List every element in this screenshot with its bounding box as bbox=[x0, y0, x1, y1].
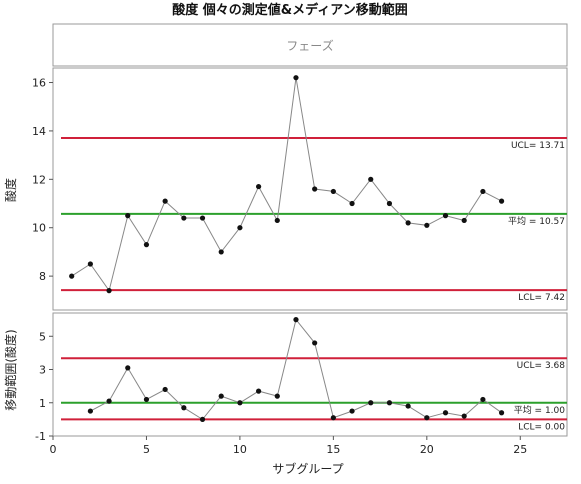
x-tick-label: 20 bbox=[420, 443, 434, 456]
moving-range-y-tick-label: 5 bbox=[39, 330, 46, 343]
moving-range-y-tick-label: 1 bbox=[39, 397, 46, 410]
individuals-data-point bbox=[218, 249, 224, 255]
moving-range-data-point bbox=[498, 410, 505, 416]
individuals-data-point bbox=[312, 186, 318, 192]
moving-range-data-point bbox=[424, 415, 430, 421]
individuals-series-line bbox=[71, 77, 502, 292]
moving-range-data-point bbox=[349, 408, 355, 414]
moving-range-data-point bbox=[312, 340, 318, 346]
individuals-y-tick-label: 8 bbox=[39, 270, 46, 283]
x-tick-label: 10 bbox=[233, 443, 247, 456]
moving-range-limit-label: LCL= 0.00 bbox=[518, 422, 565, 432]
moving-range-plot-frame bbox=[52, 312, 568, 437]
moving-range-data-point bbox=[143, 396, 150, 403]
moving-range-data-point bbox=[330, 415, 336, 421]
moving-range-data-point bbox=[237, 400, 243, 406]
moving-range-data-point bbox=[87, 408, 93, 414]
moving-range-data-point bbox=[480, 396, 486, 403]
moving-range-y-axis-title: 移動範囲(酸度) bbox=[3, 329, 18, 410]
individuals-data-point bbox=[181, 215, 187, 221]
x-tick-label: 15 bbox=[326, 443, 340, 456]
individuals-limit-label: UCL= 13.71 bbox=[511, 141, 565, 151]
individuals-data-point bbox=[274, 217, 280, 224]
moving-range-data-point bbox=[256, 388, 262, 394]
individuals-data-point bbox=[143, 242, 150, 248]
moving-range-data-point bbox=[125, 365, 131, 371]
phase-header bbox=[52, 23, 568, 67]
moving-range-data-point bbox=[442, 410, 449, 416]
individuals-data-point bbox=[237, 225, 243, 231]
individuals-data-point bbox=[69, 273, 75, 279]
individuals-y-tick-label: 16 bbox=[32, 77, 46, 90]
moving-range-data-point bbox=[405, 403, 411, 409]
individuals-data-point bbox=[480, 188, 486, 195]
individuals-data-point bbox=[368, 176, 374, 182]
individuals-data-point bbox=[125, 213, 131, 219]
individuals-limit-label: 平均 = 10.57 bbox=[508, 215, 565, 227]
moving-range-data-point bbox=[368, 400, 374, 406]
individuals-data-point bbox=[405, 220, 411, 226]
x-axis-title: サブグループ bbox=[272, 461, 343, 476]
individuals-data-point bbox=[106, 288, 112, 294]
moving-range-data-point bbox=[106, 398, 112, 404]
moving-range-data-point bbox=[386, 400, 393, 406]
moving-range-data-point bbox=[293, 317, 299, 323]
moving-range-data-point bbox=[461, 413, 467, 419]
moving-range-data-point bbox=[199, 416, 206, 422]
moving-range-data-point bbox=[181, 405, 187, 411]
moving-range-limit-label: UCL= 3.68 bbox=[517, 361, 566, 371]
individuals-limit-label: LCL= 7.42 bbox=[518, 293, 565, 303]
individuals-plot-frame bbox=[52, 67, 568, 311]
individuals-data-point bbox=[424, 222, 430, 228]
individuals-data-point bbox=[162, 198, 168, 204]
individuals-data-point bbox=[199, 215, 206, 221]
individuals-y-tick-label: 10 bbox=[32, 222, 46, 235]
moving-range-data-point bbox=[274, 393, 280, 399]
individuals-y-tick-label: 12 bbox=[32, 173, 46, 186]
phase-header-label: フェーズ bbox=[286, 38, 333, 53]
individuals-data-point bbox=[498, 198, 505, 204]
individuals-data-point bbox=[461, 217, 467, 224]
individuals-data-point bbox=[330, 188, 336, 195]
moving-range-y-tick-label: -1 bbox=[35, 430, 46, 443]
individuals-data-point bbox=[349, 200, 355, 207]
individuals-data-point bbox=[442, 213, 449, 219]
chart-title: 酸度 個々の測定値&メディアン移動範囲 bbox=[172, 2, 407, 18]
x-tick-label: 25 bbox=[513, 443, 527, 456]
moving-range-data-point bbox=[218, 393, 224, 399]
moving-range-data-point bbox=[162, 386, 168, 393]
moving-range-y-tick-label: 3 bbox=[39, 364, 46, 377]
individuals-data-point bbox=[293, 75, 299, 81]
individuals-y-axis-title: 酸度 bbox=[3, 178, 18, 202]
x-axis: 0 5 10 15 20 25 bbox=[50, 436, 527, 456]
moving-range-limit-label: 平均 = 1.00 bbox=[514, 404, 566, 416]
individuals-data-point bbox=[256, 183, 262, 190]
x-tick-label: 5 bbox=[143, 443, 150, 456]
individuals-y-tick-label: 14 bbox=[32, 125, 46, 138]
moving-range-panel: -1 1 3 5 UCL= 3.68 平均 = 1.00 LCL= 0.00 bbox=[35, 312, 568, 443]
individuals-panel: 8 10 12 14 16 UCL= 13.71 平均 = 10.57 LCL= 7.42 bbox=[32, 67, 568, 311]
individuals-data-point bbox=[87, 261, 93, 267]
individuals-data-point bbox=[386, 200, 393, 207]
x-tick-label: 0 bbox=[50, 443, 57, 456]
